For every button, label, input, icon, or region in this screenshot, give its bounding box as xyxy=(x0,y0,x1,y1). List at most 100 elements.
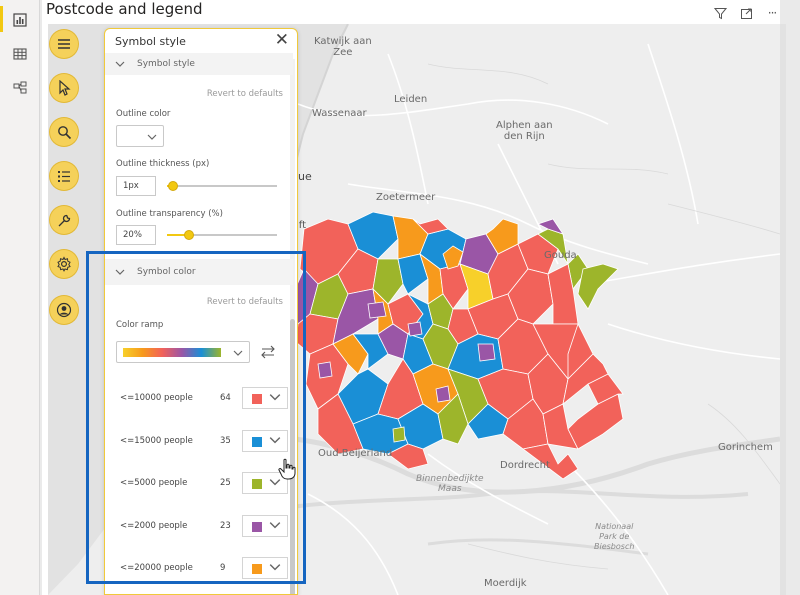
outline-transparency-input[interactable]: 20% xyxy=(116,225,156,245)
legend-color-dropdown[interactable] xyxy=(242,472,288,494)
legend-color-dropdown[interactable] xyxy=(242,387,288,409)
map-label-leiden: Leiden xyxy=(394,94,428,105)
gear-icon xyxy=(57,256,71,272)
map-label-wassenaar: Wassenaar xyxy=(312,108,367,119)
legend-row: <=20000 people 9 xyxy=(116,557,292,579)
chevron-down-icon xyxy=(269,564,281,571)
close-button[interactable]: ✕ xyxy=(275,32,289,49)
outline-thickness-slider-thumb[interactable] xyxy=(168,181,178,191)
outline-transparency-label: Outline transparency (%) xyxy=(116,209,223,219)
report-view-rail xyxy=(0,0,40,595)
map-label-zoetermeer: Zoetermeer xyxy=(376,192,436,203)
legend-color-dropdown[interactable] xyxy=(242,429,288,452)
close-icon: ✕ xyxy=(274,30,289,50)
legend-color-swatch xyxy=(252,479,262,489)
legend-label: <=10000 people xyxy=(120,393,193,403)
filter-icon[interactable] xyxy=(712,6,728,20)
color-ramp-label: Color ramp xyxy=(116,320,164,330)
section-symbol-color-label: Symbol color xyxy=(137,267,196,277)
legend-label: <=5000 people xyxy=(120,478,188,488)
map-label-lft: lft xyxy=(296,220,307,231)
chevron-down-icon xyxy=(115,269,125,275)
map-label-binnenbedijkte: Binnenbedijkte Maas xyxy=(416,474,484,494)
chevron-down-icon xyxy=(233,350,243,356)
search-button[interactable] xyxy=(50,118,78,146)
expand-icon[interactable] xyxy=(738,6,754,20)
map-label-alphen: Alphen aan den Rijn xyxy=(496,120,553,142)
active-view-indicator xyxy=(0,6,3,32)
map-label-katwijk: Katwijk aan Zee xyxy=(314,36,372,58)
pointer-icon xyxy=(59,80,71,96)
legend-color-dropdown[interactable] xyxy=(242,514,288,537)
legend-label: <=2000 people xyxy=(120,520,188,531)
outline-color-label: Outline color xyxy=(116,109,171,119)
chevron-down-icon xyxy=(269,436,281,443)
more-icon[interactable]: ··· xyxy=(767,6,777,20)
panel-scrollbar-thumb[interactable] xyxy=(290,319,295,594)
outline-color-dropdown[interactable] xyxy=(116,125,164,147)
revert-defaults-link-color[interactable]: Revert to defaults xyxy=(206,297,283,307)
menu-button[interactable] xyxy=(50,30,78,58)
legend-color-swatch xyxy=(252,436,262,447)
bar-chart-icon xyxy=(13,13,27,27)
tools-button[interactable] xyxy=(50,206,78,234)
model-view-button[interactable] xyxy=(8,76,32,100)
map-label-oud-beijerland: Oud-Beijerland xyxy=(318,448,393,459)
legend-row: <=10000 people 64 xyxy=(116,387,292,409)
visual-title: Postcode and legend xyxy=(46,0,203,18)
revert-defaults-link[interactable]: Revert to defaults xyxy=(206,89,283,99)
panel-title: Symbol style xyxy=(115,35,186,48)
outline-thickness-label: Outline thickness (px) xyxy=(116,159,210,169)
swap-icon xyxy=(261,345,275,359)
settings-button[interactable] xyxy=(50,250,78,278)
wrench-icon xyxy=(58,214,70,226)
chevron-down-icon xyxy=(269,394,281,401)
search-icon xyxy=(57,125,71,139)
map-label-gouda: Gouda xyxy=(544,250,577,261)
color-ramp-dropdown[interactable] xyxy=(116,341,250,363)
data-view-button[interactable] xyxy=(8,42,32,66)
user-icon xyxy=(56,302,72,318)
select-button[interactable] xyxy=(50,74,78,102)
map-label-ue: ue xyxy=(298,170,312,183)
chevron-down-icon xyxy=(115,61,125,67)
list-icon xyxy=(58,170,70,182)
reverse-ramp-button[interactable] xyxy=(259,343,277,361)
chevron-down-icon xyxy=(269,479,281,486)
chevron-down-icon xyxy=(269,521,281,528)
section-symbol-color-header[interactable]: Symbol color xyxy=(105,259,293,285)
legend-count: 23 xyxy=(220,520,231,531)
table-icon xyxy=(13,48,27,60)
highlight-box xyxy=(86,251,306,584)
outline-transparency-slider-thumb[interactable] xyxy=(184,230,194,240)
account-button[interactable] xyxy=(50,296,78,324)
legend-color-swatch xyxy=(252,521,262,532)
hamburger-icon xyxy=(58,39,70,49)
symbol-style-panel: Symbol style ✕ Symbol style Revert to de… xyxy=(104,28,298,595)
canvas-scrollbar[interactable] xyxy=(780,24,786,595)
section-symbol-style-label: Symbol style xyxy=(137,59,195,69)
legend-row: <=2000 people 23 xyxy=(116,514,292,537)
map-label-nationaal-park: Nationaal Park de Biesbosch xyxy=(594,522,635,551)
outline-transparency-slider-fill xyxy=(167,234,189,236)
legend-color-dropdown[interactable] xyxy=(242,557,288,579)
legend-row: <=15000 people 35 xyxy=(116,429,292,452)
section-symbol-style-header[interactable]: Symbol style xyxy=(105,53,293,75)
legend-color-swatch xyxy=(252,564,262,574)
legend-label: <=20000 people xyxy=(120,563,193,573)
legend-color-swatch xyxy=(252,394,262,404)
model-icon xyxy=(13,81,27,94)
outline-transparency-slider[interactable] xyxy=(167,234,277,236)
map-label-gorinchem: Gorinchem xyxy=(718,442,773,453)
postcode-regions xyxy=(292,211,624,480)
outline-thickness-slider[interactable] xyxy=(167,185,277,187)
outline-thickness-input[interactable]: 1px xyxy=(116,176,156,196)
color-ramp-gradient xyxy=(123,348,221,357)
visual-header-icons: ··· xyxy=(712,6,780,20)
chevron-down-icon xyxy=(147,134,157,140)
report-view-button[interactable] xyxy=(8,8,32,32)
map-label-moerdijk: Moerdijk xyxy=(484,578,527,589)
hand-cursor-icon xyxy=(278,458,296,484)
layers-list-button[interactable] xyxy=(50,162,78,190)
legend-count: 9 xyxy=(220,563,226,573)
